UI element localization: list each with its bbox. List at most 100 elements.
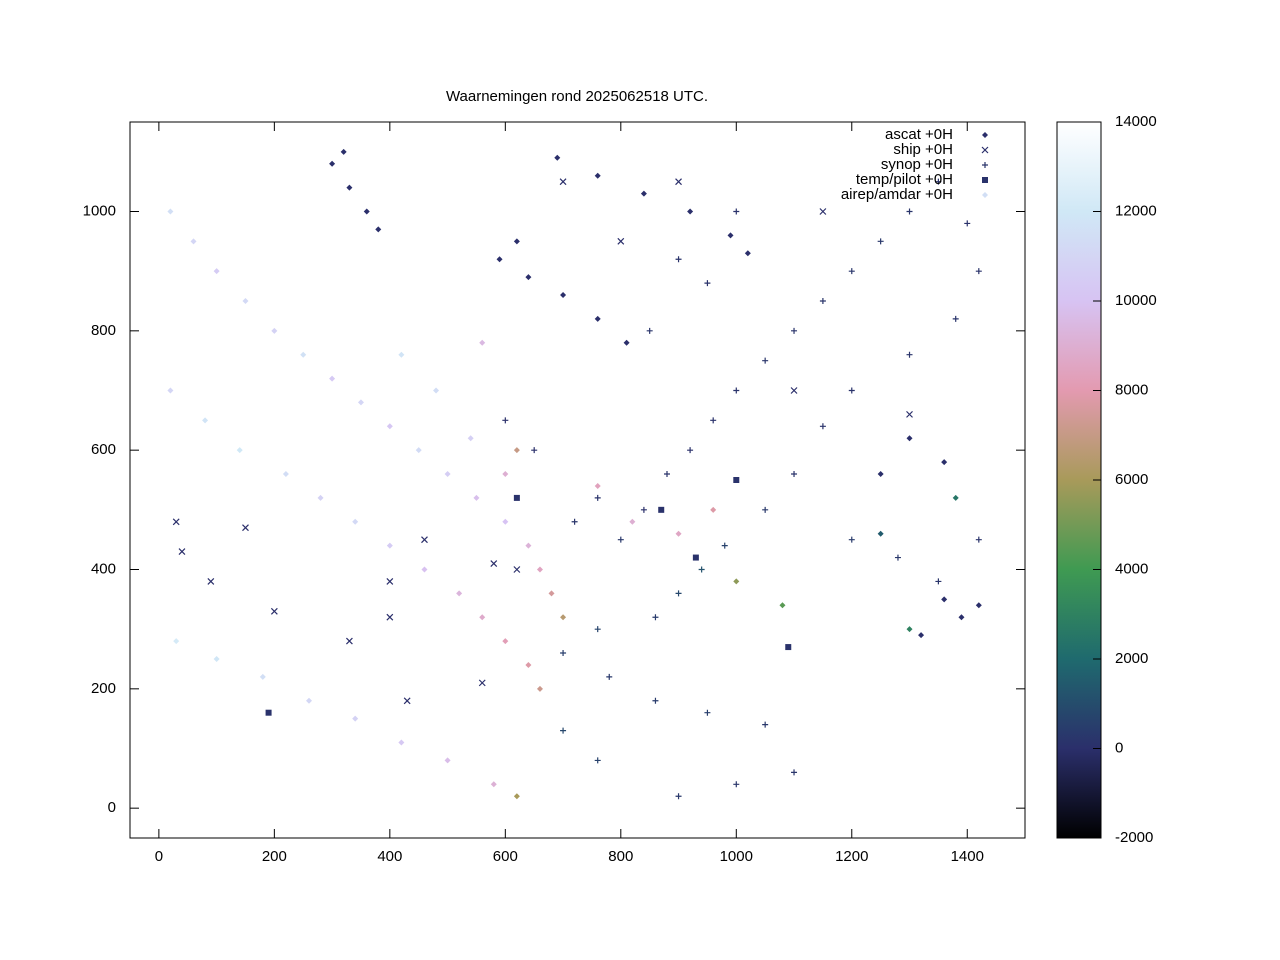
- point: [421, 566, 428, 573]
- point: [386, 578, 394, 585]
- point: [173, 638, 180, 645]
- point: [819, 423, 826, 430]
- point: [352, 715, 359, 722]
- y-tick-label: 1000: [83, 202, 116, 219]
- point: [727, 232, 734, 239]
- point: [502, 638, 509, 645]
- point: [502, 417, 509, 424]
- point: [906, 351, 913, 358]
- point: [513, 447, 520, 454]
- point: [386, 423, 393, 430]
- point: [877, 530, 884, 537]
- point: [918, 632, 925, 639]
- x-tick-label: 400: [377, 848, 402, 865]
- point: [386, 542, 393, 549]
- point: [560, 650, 567, 657]
- point: [329, 160, 336, 167]
- point: [646, 327, 653, 334]
- point: [242, 524, 249, 532]
- y-tick-label: 600: [91, 441, 116, 458]
- point: [941, 596, 948, 603]
- point: [571, 518, 578, 525]
- point: [513, 793, 520, 800]
- y-tick-label: 0: [108, 799, 116, 816]
- point: [652, 697, 659, 704]
- point: [265, 709, 272, 716]
- colorbar-tick-label: 10000: [1115, 292, 1157, 309]
- point: [975, 268, 982, 275]
- point: [444, 757, 451, 764]
- point: [473, 494, 480, 501]
- point: [640, 190, 647, 197]
- point: [502, 471, 509, 478]
- x-tick-label: 600: [493, 848, 518, 865]
- point: [762, 506, 769, 513]
- point: [675, 590, 682, 597]
- point: [525, 274, 532, 281]
- point: [594, 172, 601, 179]
- point: [560, 614, 567, 621]
- point: [502, 518, 509, 525]
- y-tick-label: 800: [91, 322, 116, 339]
- point: [433, 387, 440, 394]
- point: [762, 721, 769, 728]
- point: [554, 154, 561, 161]
- point: [594, 494, 601, 501]
- point: [202, 417, 209, 424]
- point: [785, 644, 792, 651]
- point: [242, 298, 249, 304]
- point: [952, 315, 959, 322]
- point: [525, 542, 532, 549]
- point: [704, 280, 711, 287]
- point: [513, 494, 520, 501]
- point: [941, 459, 948, 466]
- point: [536, 685, 543, 692]
- point: [594, 482, 601, 489]
- point: [675, 178, 682, 186]
- point: [848, 268, 855, 275]
- legend-label: synop +0H: [881, 156, 953, 173]
- point: [340, 148, 347, 155]
- colorbar-tick-label: 12000: [1115, 202, 1157, 219]
- point: [560, 727, 567, 734]
- point: [652, 614, 659, 621]
- point: [559, 178, 567, 186]
- point: [560, 292, 567, 299]
- point: [456, 590, 463, 597]
- point: [496, 256, 503, 263]
- point: [894, 554, 901, 561]
- point: [317, 494, 324, 501]
- point: [357, 399, 364, 406]
- point: [300, 351, 307, 358]
- point: [877, 238, 884, 245]
- point: [467, 435, 474, 442]
- point: [906, 410, 913, 418]
- legend-label: ship +0H: [893, 141, 953, 158]
- point: [733, 477, 740, 483]
- point: [790, 387, 798, 394]
- point: [952, 494, 959, 501]
- legend-label: airep/amdar +0H: [841, 186, 953, 203]
- point: [213, 268, 220, 275]
- point: [623, 339, 630, 346]
- colorbar-tick-label: 6000: [1115, 471, 1148, 488]
- point: [935, 178, 942, 185]
- point: [345, 637, 353, 645]
- point: [282, 471, 289, 478]
- point: [698, 566, 705, 573]
- x-tick-label: 800: [608, 848, 633, 865]
- point: [531, 447, 538, 454]
- point: [306, 697, 312, 704]
- point: [207, 578, 215, 585]
- legend-label: temp/pilot +0H: [856, 171, 953, 188]
- point: [664, 471, 670, 478]
- point: [363, 208, 370, 215]
- legend-label: ascat +0H: [885, 126, 953, 143]
- point: [687, 208, 694, 215]
- point: [710, 506, 717, 513]
- legend-marker: [982, 132, 988, 138]
- point: [346, 184, 353, 191]
- point: [536, 566, 543, 573]
